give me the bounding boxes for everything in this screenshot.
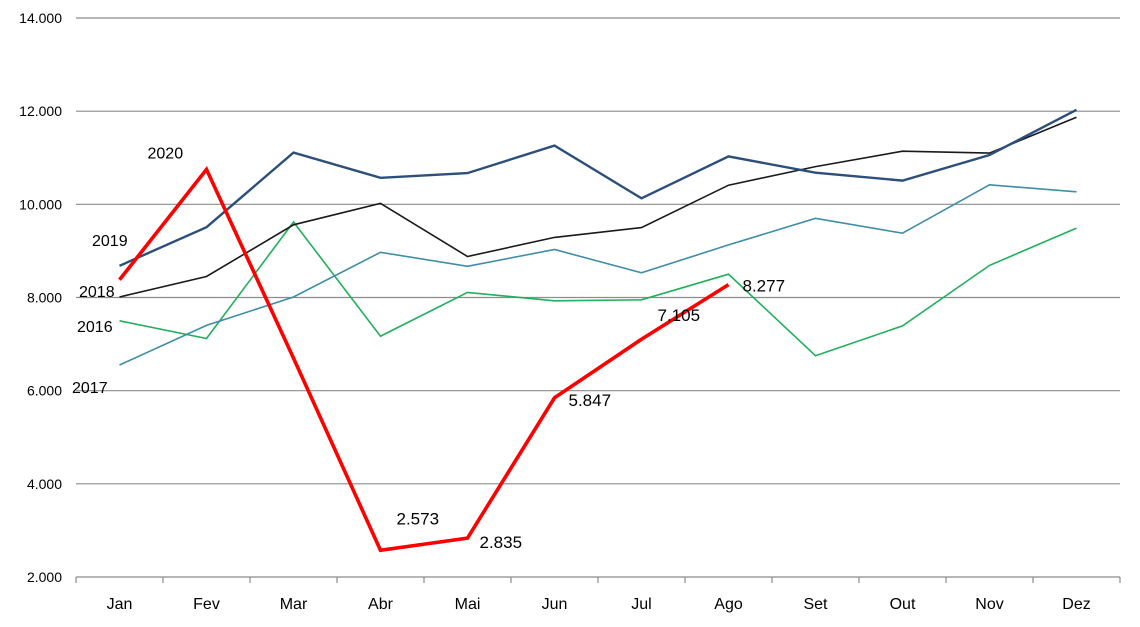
series-label-2017: 2017 <box>72 380 108 397</box>
x-category-label-jan: Jan <box>107 596 133 613</box>
x-category-label-set: Set <box>803 596 828 613</box>
x-category-label-jul: Jul <box>631 596 651 613</box>
series-label-2016: 2016 <box>77 319 113 336</box>
x-category-label-out: Out <box>890 596 916 613</box>
data-label-jul: 7.105 <box>658 306 701 325</box>
series-label-2019: 2019 <box>92 233 128 250</box>
series-label-2020: 2020 <box>148 145 184 162</box>
data-label-abr: 2.573 <box>397 509 440 528</box>
series-line-2020 <box>118 165 730 553</box>
y-tick-label: 8.000 <box>27 290 62 306</box>
y-axis-tick-labels: 2.000 4.000 6.000 8.000 10.000 12.000 14.000 <box>19 10 62 585</box>
x-category-label-ago: Ago <box>714 596 743 613</box>
x-category-label-fev: Fev <box>193 596 220 613</box>
series-lines <box>118 108 1078 553</box>
series-line-2017 <box>119 183 1077 366</box>
y-tick-label: 12.000 <box>19 103 62 119</box>
x-category-label-mai: Mai <box>455 596 481 613</box>
data-label-jun: 5.847 <box>569 391 612 410</box>
data-label-mai: 2.835 <box>480 533 523 552</box>
y-tick-label: 10.000 <box>19 196 62 212</box>
y-tick-label: 14.000 <box>19 10 62 26</box>
x-category-label-nov: Nov <box>975 596 1003 613</box>
series-labels: 2016 2017 2018 2019 2020 <box>72 145 183 397</box>
y-tick-label: 2.000 <box>27 569 62 585</box>
y-tick-label: 4.000 <box>27 476 62 492</box>
series-line-2018 <box>119 116 1077 298</box>
gridlines <box>76 17 1120 485</box>
data-label-ago: 8.277 <box>743 277 786 296</box>
series-line-2016 <box>119 220 1077 357</box>
x-axis <box>75 576 1121 583</box>
series-line-2019 <box>119 108 1078 267</box>
x-category-label-abr: Abr <box>368 596 394 613</box>
x-category-label-mar: Mar <box>280 596 308 613</box>
x-axis-category-labels: Jan Fev Mar Abr Mai Jun Jul Ago Set Out Nov Dez <box>107 596 1091 613</box>
x-category-label-jun: Jun <box>542 596 568 613</box>
x-category-label-dez: Dez <box>1062 596 1090 613</box>
y-tick-label: 6.000 <box>27 383 62 399</box>
data-labels: 2.573 2.835 5.847 7.105 8.277 <box>397 277 786 553</box>
series-label-2018: 2018 <box>79 284 115 301</box>
